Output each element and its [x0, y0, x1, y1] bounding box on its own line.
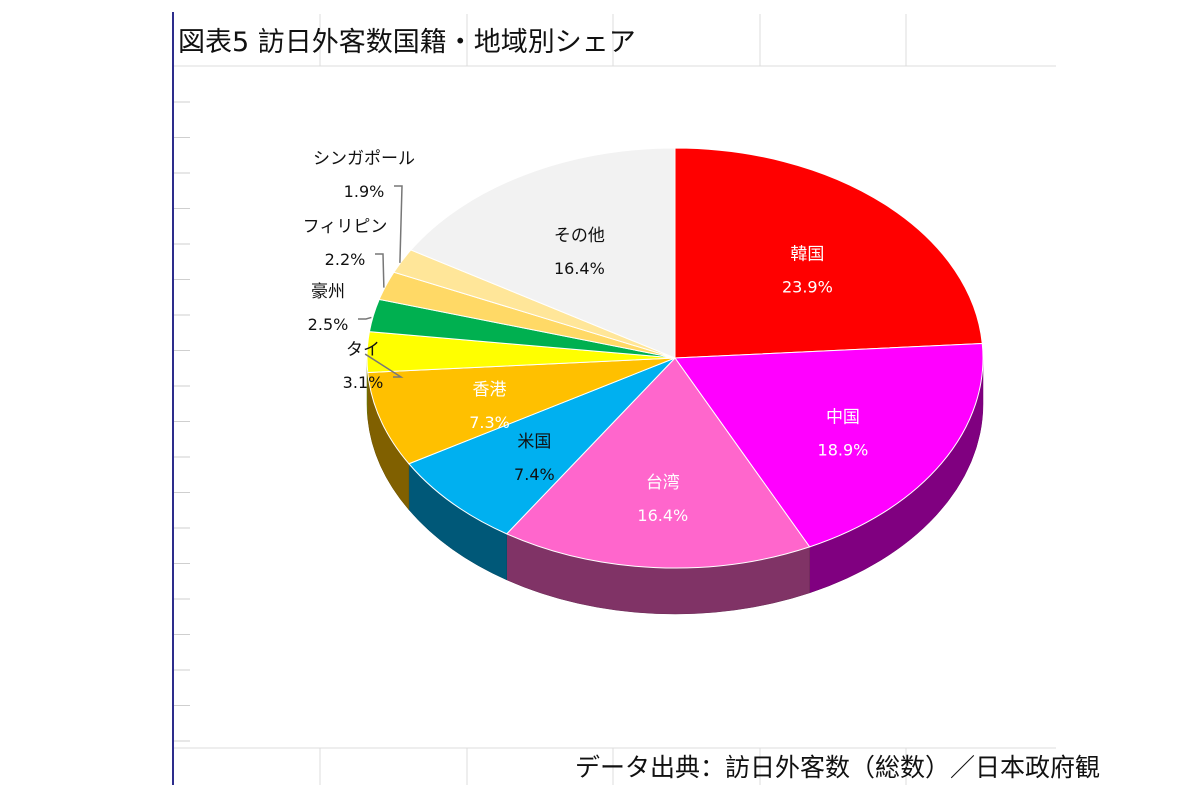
leader-line-5: [364, 353, 404, 378]
slice-label-7: フィリピン: [303, 217, 388, 237]
pie-slice-3: [408, 357, 676, 535]
slice-value-0: 23.9%: [782, 277, 833, 296]
chart-title: 図表5 訪日外客数国籍・地域別シェア: [178, 27, 636, 58]
slice-value-6: 2.5%: [308, 315, 349, 334]
slice-label-3: 米国: [517, 432, 551, 452]
pie-slice-4: [367, 357, 676, 465]
slice-value-5: 3.1%: [343, 373, 384, 392]
pie-slice-1: [674, 342, 984, 548]
slice-value-4: 7.3%: [469, 413, 510, 432]
slice-value-1: 18.9%: [818, 440, 869, 459]
slice-label-6: 豪州: [311, 281, 345, 302]
slice-label-5: タイ: [346, 340, 380, 360]
slice-value-3: 7.4%: [514, 465, 555, 484]
leader-line-8: [394, 185, 403, 263]
slice-label-8: シンガポール: [313, 149, 415, 169]
pie-slice-0: [674, 147, 983, 359]
leader-line-7: [375, 253, 385, 288]
slice-label-1: 中国: [826, 407, 860, 427]
sheet-left-border: [172, 12, 174, 785]
slice-value-2: 16.4%: [637, 506, 688, 525]
slice-value-8: 1.9%: [344, 182, 385, 201]
slice-value-7: 2.2%: [325, 250, 366, 269]
data-source: データ出典：訪日外客数（総数）／日本政府観: [575, 753, 1101, 782]
slice-label-9: その他: [554, 226, 605, 246]
leader-line-6: [358, 316, 372, 320]
pie-slice-9: [410, 147, 676, 359]
slice-label-4: 香港: [473, 380, 507, 400]
slice-label-2: 台湾: [646, 473, 680, 493]
slice-label-0: 韓国: [790, 244, 824, 264]
slice-value-9: 16.4%: [554, 259, 605, 278]
pie-slice-2: [505, 357, 811, 569]
